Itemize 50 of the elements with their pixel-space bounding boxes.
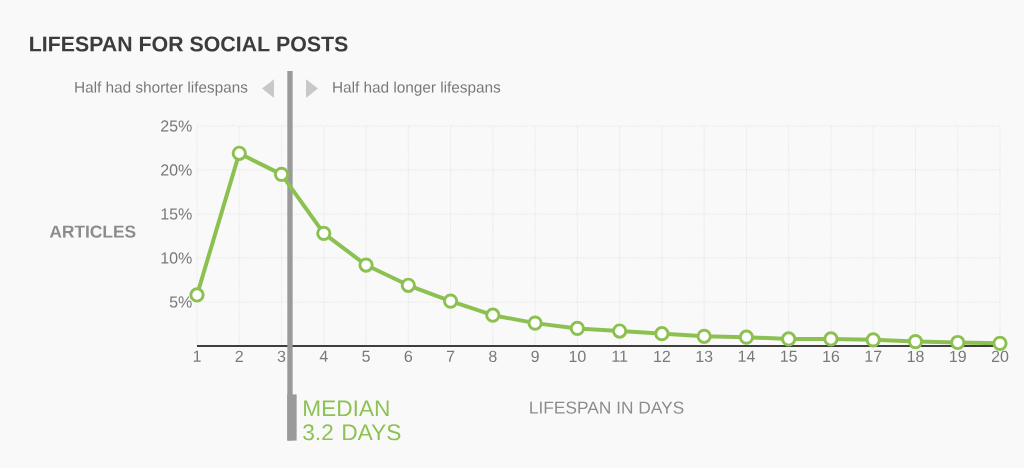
x-tick-label: 13 bbox=[696, 350, 713, 363]
ref-line-label: MEDIAN 3.2 DAYS bbox=[303, 400, 401, 441]
x-tick-label: 20 bbox=[991, 350, 1009, 363]
point bbox=[738, 329, 755, 345]
point bbox=[696, 328, 712, 344]
x-tick-label: 15 bbox=[781, 350, 797, 362]
y-tick-label: 25% bbox=[161, 120, 192, 132]
point bbox=[781, 331, 797, 347]
x-tick-label: 4 bbox=[319, 350, 328, 362]
point bbox=[316, 225, 332, 241]
x-tick-label: 10 bbox=[569, 350, 586, 363]
y-tick-label: 15% bbox=[161, 208, 192, 220]
y-tick-label: 10% bbox=[161, 252, 192, 264]
x-tick-label: 9 bbox=[531, 350, 539, 363]
x-tick-label: 8 bbox=[489, 350, 497, 363]
point bbox=[527, 315, 543, 331]
point bbox=[654, 326, 670, 342]
text: Half had longer lifespans bbox=[333, 81, 501, 96]
x-tick-label: 7 bbox=[446, 350, 455, 362]
y-tick-label: 5% bbox=[169, 296, 192, 308]
x-tick-label: 2 bbox=[235, 350, 243, 362]
x-tick-label: 11 bbox=[612, 350, 628, 362]
point bbox=[358, 257, 374, 273]
point bbox=[442, 293, 459, 309]
x-tick-label: 14 bbox=[738, 350, 755, 362]
text: Half had shorter lifespans bbox=[75, 81, 248, 96]
y-axis-title: ARTICLES bbox=[49, 225, 136, 238]
point bbox=[231, 145, 247, 161]
y-tick-label: 20% bbox=[161, 164, 192, 176]
point bbox=[612, 323, 628, 339]
x-tick-label: 5 bbox=[362, 350, 370, 362]
x-tick-label: 3 bbox=[277, 350, 286, 363]
point bbox=[950, 334, 966, 351]
x-tick-label: 12 bbox=[654, 350, 670, 362]
x-tick-label: 17 bbox=[865, 350, 882, 362]
x-tick-label: 6 bbox=[404, 350, 413, 363]
point bbox=[273, 166, 290, 182]
x-tick-label: 1 bbox=[193, 350, 201, 362]
point bbox=[865, 332, 881, 348]
x-tick-label: 16 bbox=[823, 350, 840, 363]
point bbox=[907, 334, 924, 350]
point bbox=[992, 335, 1008, 351]
chart-title: LIFESPAN FOR SOCIAL POSTS bbox=[30, 36, 348, 52]
point bbox=[823, 331, 839, 347]
x-axis-title: LIFESPAN IN DAYS bbox=[530, 401, 684, 414]
point bbox=[485, 307, 501, 323]
x-tick-label: 18 bbox=[907, 350, 924, 363]
point bbox=[569, 320, 585, 337]
point bbox=[400, 277, 416, 293]
x-tick-label: 19 bbox=[950, 350, 966, 363]
